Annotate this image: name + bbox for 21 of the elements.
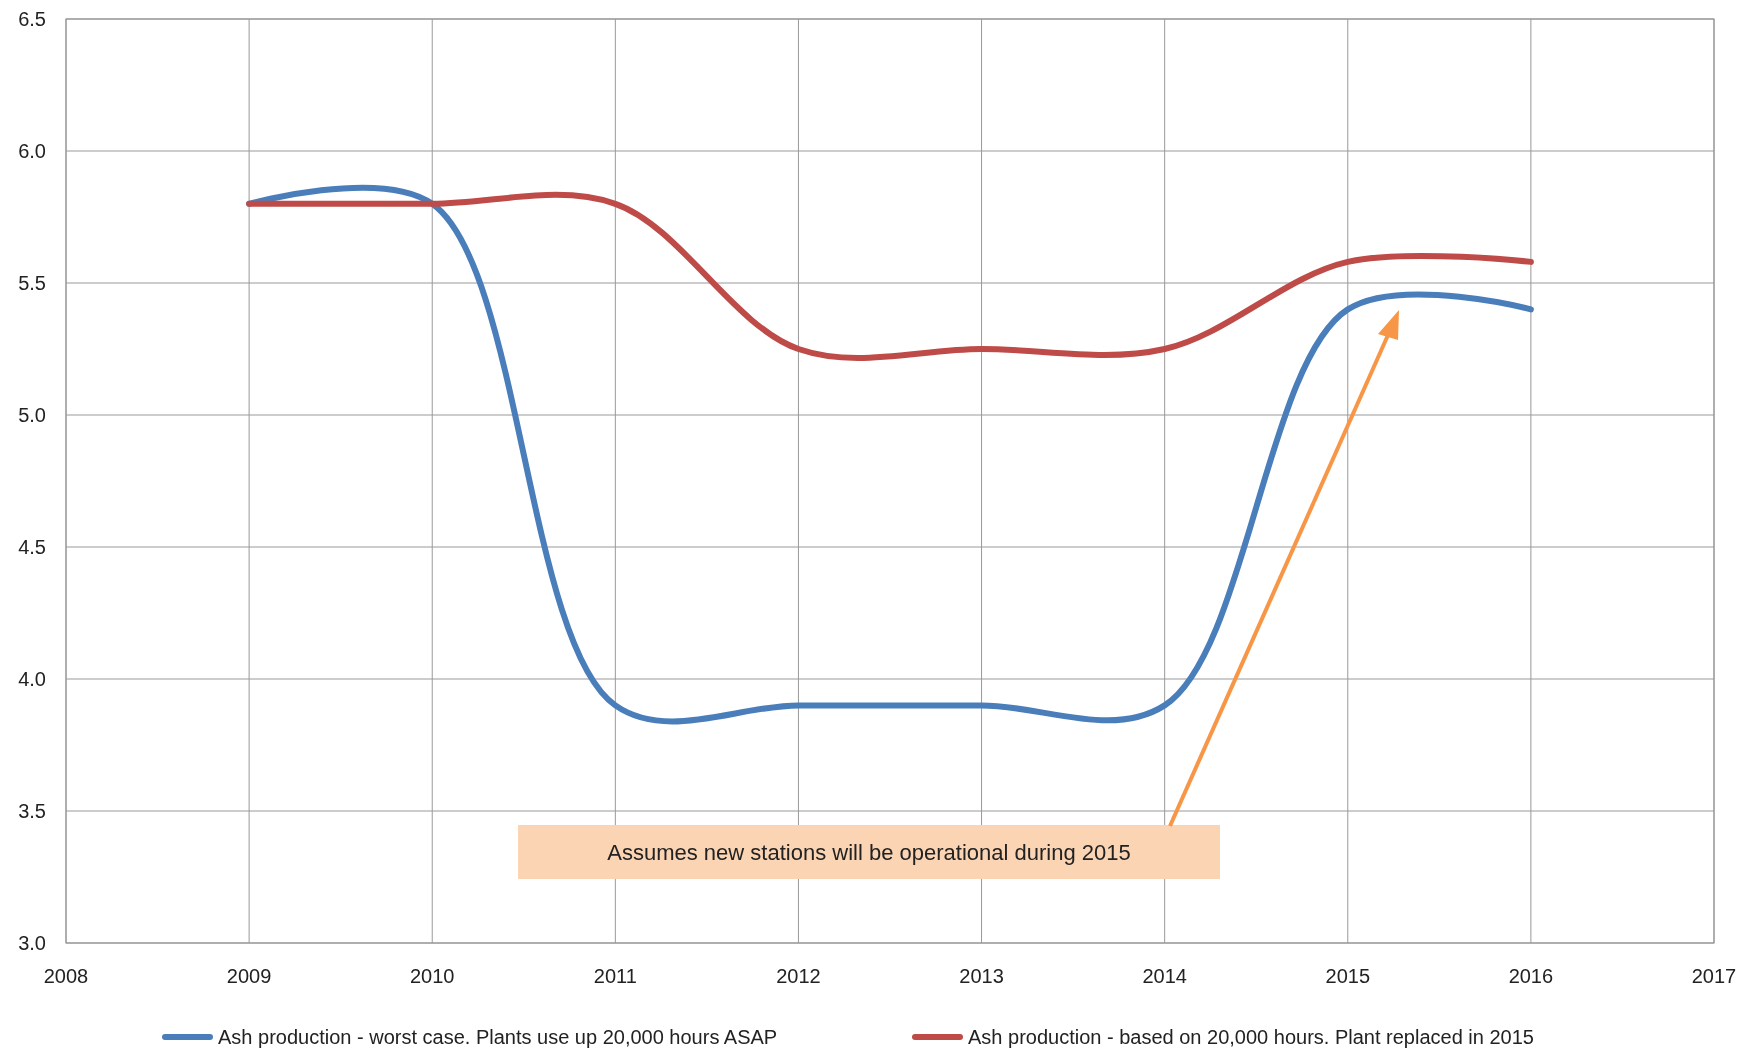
x-tick-label: 2008 bbox=[43, 965, 89, 987]
y-tick-label: 4.0 bbox=[18, 668, 46, 690]
y-tick-label: 5.5 bbox=[18, 272, 46, 294]
x-tick-label: 2016 bbox=[1508, 965, 1554, 987]
y-tick-label: 6.0 bbox=[18, 140, 46, 162]
y-tick-label: 3.0 bbox=[18, 932, 46, 954]
x-tick-label: 2014 bbox=[1142, 965, 1187, 987]
legend-label: Ash production - based on 20,000 hours. Plant replaced in 2015 bbox=[968, 1026, 1534, 1048]
x-tick-label: 2010 bbox=[409, 965, 455, 987]
x-tick-label: 2012 bbox=[776, 965, 821, 987]
x-tick-label: 2017 bbox=[1691, 965, 1737, 987]
x-tick-label: 2015 bbox=[1325, 965, 1371, 987]
y-tick-label: 3.5 bbox=[18, 800, 46, 822]
x-tick-label: 2011 bbox=[593, 965, 637, 987]
y-tick-label: 5.0 bbox=[18, 404, 46, 426]
x-tick-label: 2013 bbox=[959, 965, 1004, 987]
annotation: Assumes new stations will be operational during 2015 bbox=[607, 840, 1131, 865]
y-tick-label: 4.5 bbox=[18, 536, 46, 558]
y-tick-label: 6.5 bbox=[18, 8, 46, 30]
legend-label: Ash production - worst case. Plants use up 20,000 hours ASAP bbox=[218, 1026, 778, 1048]
x-tick-label: 2009 bbox=[226, 965, 272, 987]
